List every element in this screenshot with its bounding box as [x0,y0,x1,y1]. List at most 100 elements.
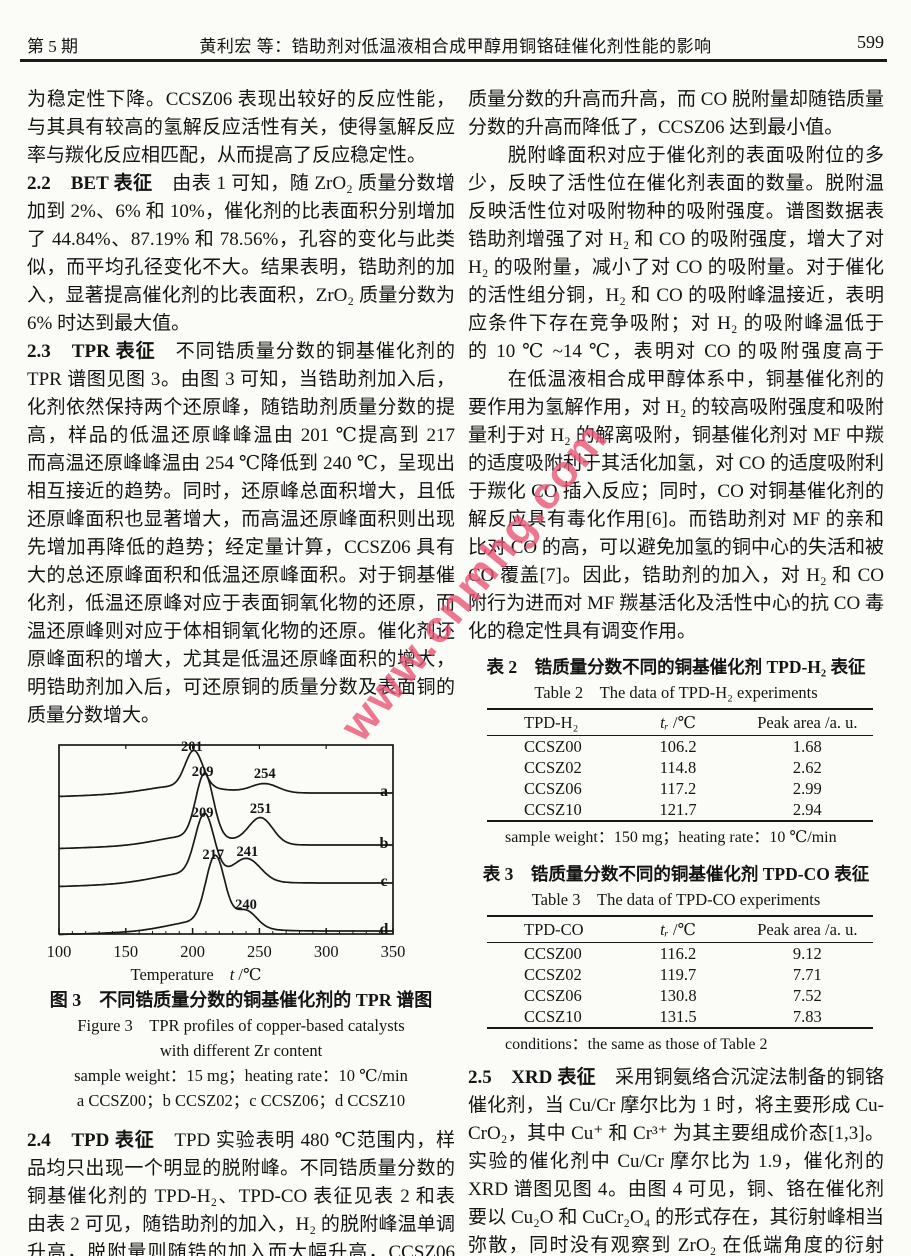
text-line: 于羰化 CO 插入反应；同时，CO 对铜基催化剂的氢 [468,478,884,506]
text-line: 与其具有较高的氢解反应活性有关，使得氢解反应速 [27,114,455,142]
cell-sample: CCSZ10 [524,1007,582,1026]
svg-text:250: 250 [247,942,272,961]
line-text: 不同锆质量分数的铜基催化剂的 [155,341,455,362]
text-line: 要作用为氢解作用，对 H₂ 的较高吸附强度和吸附 [468,394,884,422]
figure-caption-en-2: with different Zr content [159,1041,323,1060]
line-text: 升高，脱附量则随锆的加入而大幅升高，CCSZ06 具 [27,1242,455,1256]
section-heading: 2.5 XRD 表征 [468,1067,596,1088]
text-line: 2.4 TPD 表征 TPD 实验表明 480 ℃范围内，样 [27,1127,455,1155]
text-line: 解反应具有毒化作用[6]。而锆助剂对 MF 的亲和力 [468,506,884,534]
text-line: 先增加再降低的趋势；经定量计算，CCSZ06 具有最 [27,534,455,562]
svg-text:b: b [380,835,389,852]
table-2-block: 表 2 锆质量分数不同的铜基催化剂 TPD-H₂ 表征 Table 2 The … [468,654,884,849]
line-text: 比对 CO 的高，可以避免加氢的铜中心的失活和被 [468,537,884,558]
section-heading: 2.2 BET 表征 [27,173,153,194]
table-row: CCSZ06 117.2 2.99 [487,778,873,799]
table-2-title-en: Table 2 The data of TPD-H₂ experiments [534,683,818,702]
text-line: 而高温还原峰峰温由 254 ℃降低到 240 ℃，呈现出 [27,450,455,478]
text-line: 温还原峰则对应于体相铜氧化物的还原。催化剂还 [27,618,455,646]
section-heading: 2.3 TPR 表征 [27,341,156,362]
text-line: 还原峰面积也显著增大，而高温还原峰面积则出现 [27,506,455,534]
line-text: 原峰面积的增大，尤其是低温还原峰面积的增大，表 [27,649,455,670]
col-header-temperature: tᵣ /℃ [660,920,696,939]
cell-sample: CCSZ00 [524,737,582,756]
figure-caption-cn: 图 3 不同锆质量分数的铜基催化剂的 TPR 谱图 [49,990,433,1010]
line-text: 的 10 ℃ ~14 ℃，表明对 CO 的吸附强度高于 H₂[5]。 [468,341,884,362]
line-text: XRD 谱图见图 4。由图 4 可见，铜、铬在催化剂中主 [468,1179,884,1200]
line-text: H₂ 的吸附量，减小了对 CO 的吸附量。对于催化剂 [468,257,884,278]
table-row: CCSZ00 106.2 1.68 [487,736,873,757]
line-text: 要作用为氢解作用，对 H₂ 的较高吸附强度和吸附 [468,397,884,418]
cell-peak-area: 2.99 [792,779,822,798]
line-text: 催化剂，当 Cu/Cr 摩尔比为 1 时，将主要形成 Cu- [468,1095,884,1116]
cell-sample: CCSZ00 [524,944,582,963]
line-text: 的活性组分铜，H₂ 和 CO 的吸附峰温接近，表明反 [468,285,884,306]
line-text: 率与羰化反应相匹配，从而提高了反应稳定性。 [27,145,427,166]
line-text: 而高温还原峰峰温由 254 ℃降低到 240 ℃，呈现出 [27,453,455,474]
line-text: 高，样品的低温还原峰峰温由 201 ℃提高到 217 ℃， [27,425,455,446]
text-line: 为稳定性下降。CCSZ06 表现出较好的反应性能，可能 [27,86,455,114]
line-text: 在低温液相合成甲醇体系中，铜基催化剂的主 [507,369,884,390]
table-2: TPD-H₂ tᵣ /℃ Peak area /a. u. CCSZ00 106… [487,708,873,822]
paragraphs-left: 为稳定性下降。CCSZ06 表现出较好的反应性能，可能与其具有较高的氢解反应活性… [27,86,455,730]
text-line: 少，反映了活性位在催化剂表面的数量。脱附温度 [468,170,884,198]
line-text: 由表 1 可知，随 ZrO₂ 质量分数增 [152,173,455,194]
text-line: 量利于对 H₂ 的解离吸附，铜基催化剂对 MF 中羰基 [468,422,884,450]
line-text: 由表 2 可见，随锆助剂的加入，H₂ 的脱附峰温单调 [27,1214,455,1235]
cell-peak-area: 7.71 [792,965,822,984]
table-2-body: CCSZ00 106.2 1.68 CCSZ02 114.8 2.62 CCSZ… [487,736,873,820]
cell-temperature: 116.2 [659,944,697,963]
line-text: 弥散，同时没有观察到 ZrO₂ 在低端角度的衍射峰。 [468,1235,884,1256]
table-row: CCSZ02 114.8 2.62 [487,757,873,778]
right-column: 质量分数的升高而升高，而 CO 脱附量却随锆质量 分数的升高而降低了，CCSZ06… [468,86,884,1256]
figure-3-tpr-chart: 100 150 200 250 300 350 201 254 a 209 251 b 209 241 c 2… [47,739,406,984]
line-text: 解反应具有毒化作用[6]。而锆助剂对 MF 的亲和力 [468,509,884,530]
text-line: 高，样品的低温还原峰峰温由 201 ℃提高到 217 ℃， [27,422,455,450]
table-row: CCSZ06 130.8 7.52 [487,985,873,1006]
svg-text:150: 150 [113,942,138,961]
svg-text:201: 201 [181,739,203,755]
text-line: 2.3 TPR 表征 不同锆质量分数的铜基催化剂的 [27,338,455,366]
text-line: 弥散，同时没有观察到 ZrO₂ 在低端角度的衍射峰。 [468,1232,884,1256]
svg-text:209: 209 [192,764,214,780]
line-text: 6% 时达到最大值。 [27,313,191,334]
table-row: CCSZ10 131.5 7.83 [487,1006,873,1027]
cell-peak-area: 2.94 [792,800,822,819]
cell-sample: CCSZ10 [524,800,582,819]
text-line: TPR 谱图见图 3。由图 3 可知，当锆助剂加入后，催 [27,366,455,394]
text-line: 2.2 BET 表征 由表 1 可知，随 ZrO₂ 质量分数增 [27,170,455,198]
text-line: 入，显著提高催化剂的比表面积，ZrO₂ 质量分数为 [27,282,455,310]
line-text: TPD 实验表明 480 ℃范围内，样 [154,1130,455,1151]
line-text: 实验的催化剂中 Cu/Cr 摩尔比为 1.9，催化剂的 [468,1151,884,1172]
line-text: 化剂，低温还原峰对应于表面铜氧化物的还原，而高 [27,593,455,614]
text-line: 化的稳定性具有调变作用。 [468,618,884,646]
line-text: 附行为进而对 MF 羰基活化及活性中心的抗 CO 毒 [468,593,884,614]
text-line: 催化剂，当 Cu/Cr 摩尔比为 1 时，将主要形成 Cu- [468,1092,884,1120]
table-3-title-cn: 表 3 锆质量分数不同的铜基催化剂 TPD-CO 表征 [482,864,870,884]
text-line: 了 44.84%、87.19% 和 78.56%，孔容的变化与此类 [27,226,455,254]
text-line: 脱附峰面积对应于催化剂的表面吸附位的多 [468,142,884,170]
text-line: 品均只出现一个明显的脱附峰。不同锆质量分数的 [27,1155,455,1183]
table-3-body: CCSZ00 116.2 9.12 CCSZ02 119.7 7.71 CCSZ… [487,943,873,1027]
table-row: CCSZ10 121.7 2.94 [487,799,873,820]
text-line: 分数的升高而降低了，CCSZ06 达到最小值。 [468,114,884,142]
table-3: TPD-CO tᵣ /℃ Peak area /a. u. CCSZ00 116… [487,915,873,1029]
col-header-temperature: tᵣ /℃ [660,713,696,732]
line-text: 于羰化 CO 插入反应；同时，CO 对铜基催化剂的氢 [468,481,884,502]
table-3-title-en: Table 3 The data of TPD-CO experiments [531,890,821,909]
paragraphs-tpd: 2.4 TPD 表征 TPD 实验表明 480 ℃范围内，样 品均只出现一个明显的… [27,1127,455,1256]
text-line: CO 覆盖[7]。因此，锆助剂的加入，对 H₂ 和 CO 的吸 [468,562,884,590]
header-rule [20,59,887,62]
text-line: 率与羰化反应相匹配，从而提高了反应稳定性。 [27,142,455,170]
col-header-peak-area: Peak area /a. u. [757,713,858,732]
figure-caption-series: a CCSZ00；b CCSZ02；c CCSZ06；d CCSZ10 [76,1091,406,1110]
line-text: 化的稳定性具有调变作用。 [468,621,697,642]
text-line: H₂ 的吸附量，减小了对 CO 的吸附量。对于催化剂 [468,254,884,282]
svg-text:251: 251 [250,801,272,817]
cell-temperature: 130.8 [659,986,697,1005]
col-header-sample: TPD-H₂ [524,713,579,732]
text-line: 质量分数的升高而升高，而 CO 脱附量却随锆质量 [468,86,884,114]
cell-sample: CCSZ06 [524,779,582,798]
